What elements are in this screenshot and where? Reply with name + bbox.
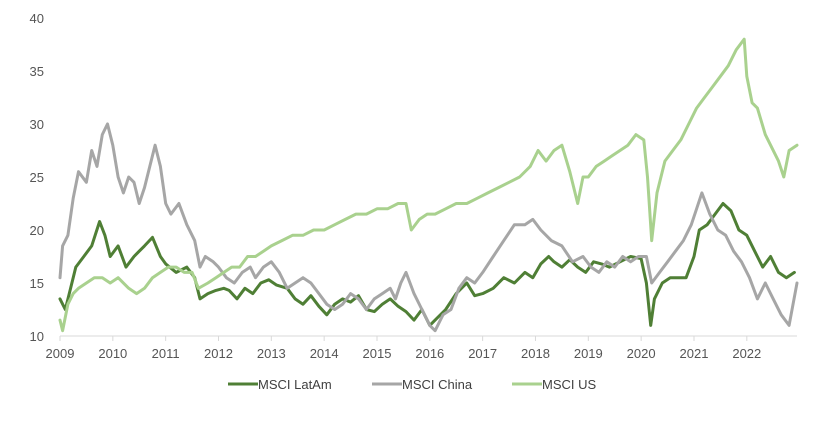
legend: MSCI LatAm MSCI China MSCI US xyxy=(228,377,597,392)
legend-label-msci-china: MSCI China xyxy=(402,377,473,392)
y-tick-label: 30 xyxy=(30,117,44,132)
y-axis-ticks: 10 15 20 25 30 35 40 xyxy=(30,11,44,344)
x-tick-label: 2018 xyxy=(521,346,550,361)
x-tick-label: 2012 xyxy=(204,346,233,361)
y-tick-label: 25 xyxy=(30,170,44,185)
x-tick-label: 2009 xyxy=(46,346,75,361)
x-tick-label: 2016 xyxy=(415,346,444,361)
x-tick-label: 2014 xyxy=(310,346,339,361)
series-lines xyxy=(58,37,799,333)
x-tick-label: 2010 xyxy=(98,346,127,361)
x-tick-label: 2011 xyxy=(152,346,180,361)
x-tick-label: 2022 xyxy=(732,346,761,361)
series-line-msci-china xyxy=(58,122,799,333)
y-tick-label: 40 xyxy=(30,11,44,26)
x-axis-ticks: 2009 2010 2011 2012 2013 2014 2015 2016 2017 2018… xyxy=(46,336,761,361)
series-line-msci-latam xyxy=(58,202,796,327)
legend-label-msci-latam: MSCI LatAm xyxy=(258,377,332,392)
y-tick-label: 10 xyxy=(30,329,44,344)
x-tick-label: 2021 xyxy=(680,346,709,361)
x-tick-label: 2015 xyxy=(363,346,392,361)
x-tick-label: 2019 xyxy=(574,346,603,361)
y-tick-label: 15 xyxy=(30,276,44,291)
y-tick-label: 20 xyxy=(30,223,44,238)
x-tick-label: 2017 xyxy=(468,346,497,361)
x-tick-label: 2013 xyxy=(257,346,286,361)
legend-label-msci-us: MSCI US xyxy=(542,377,597,392)
y-tick-label: 35 xyxy=(30,64,44,79)
series-line-msci-us xyxy=(58,37,799,333)
x-tick-label: 2020 xyxy=(627,346,656,361)
